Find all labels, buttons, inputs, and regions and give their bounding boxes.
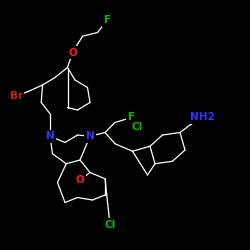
Text: N: N [46, 131, 54, 141]
Text: Cl: Cl [132, 122, 142, 132]
Text: Br: Br [10, 91, 23, 101]
Text: F: F [128, 112, 135, 122]
Text: N: N [86, 131, 94, 141]
Text: O: O [68, 48, 77, 58]
Text: NH2: NH2 [190, 112, 215, 122]
Text: F: F [104, 15, 111, 25]
Text: O: O [76, 175, 84, 185]
Text: Cl: Cl [104, 220, 116, 230]
